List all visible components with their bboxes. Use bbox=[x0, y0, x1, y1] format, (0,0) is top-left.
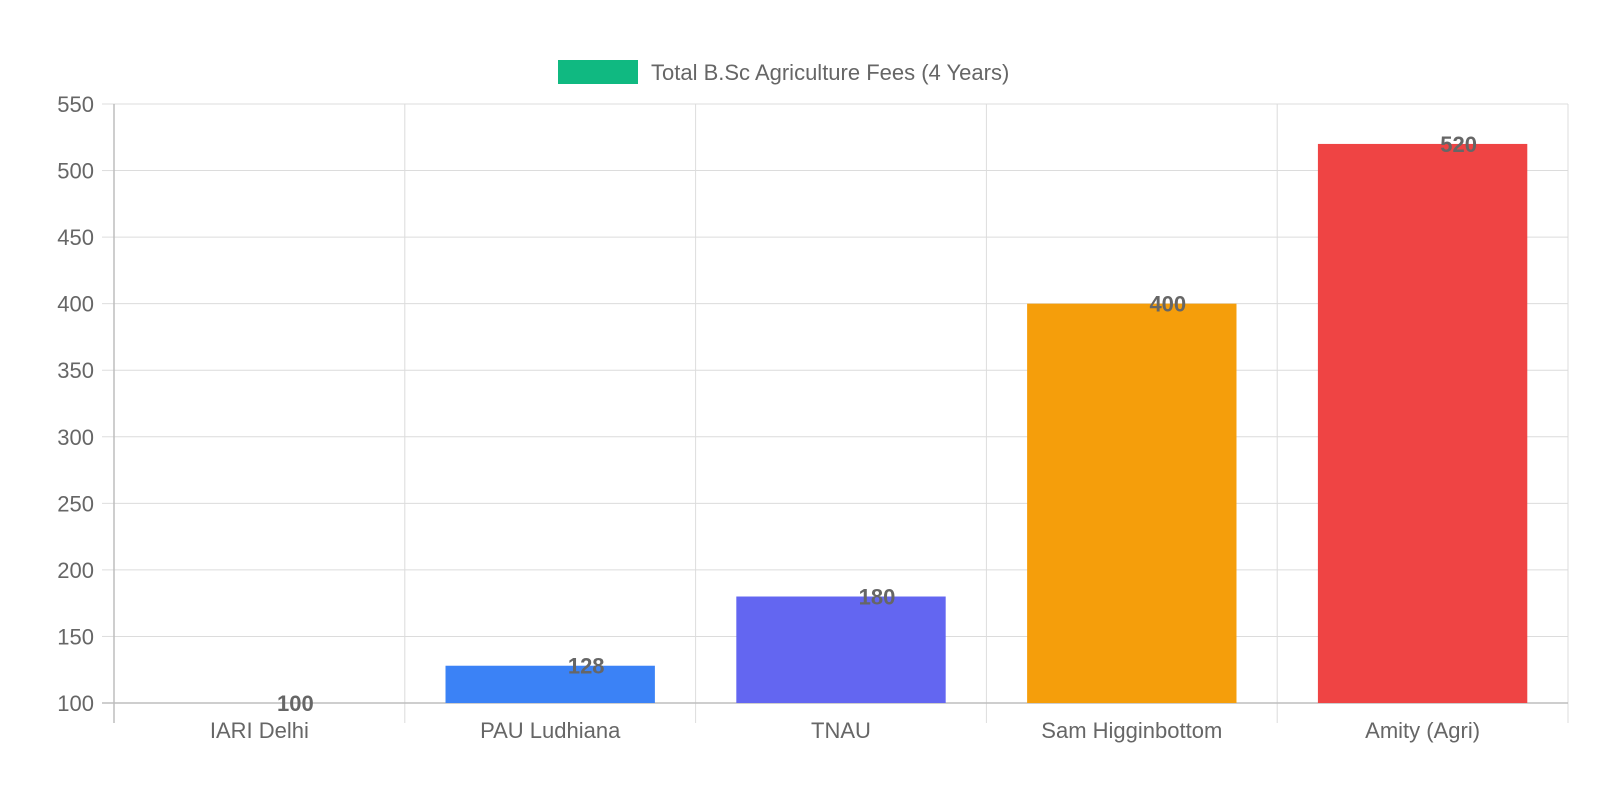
y-tick-label: 500 bbox=[57, 159, 94, 184]
legend-swatch bbox=[558, 60, 638, 84]
data-label: 100 bbox=[277, 691, 314, 716]
bar-sam-higginbottom[interactable] bbox=[1027, 303, 1237, 703]
legend[interactable]: Total B.Sc Agriculture Fees (4 Years) bbox=[558, 60, 1009, 85]
y-tick-label: 100 bbox=[57, 691, 94, 716]
y-tick-label: 450 bbox=[57, 225, 94, 250]
data-label: 128 bbox=[568, 654, 605, 679]
y-tick-label: 250 bbox=[57, 491, 94, 516]
x-tick-label: Sam Higginbottom bbox=[1041, 718, 1222, 743]
data-label: 520 bbox=[1440, 132, 1477, 157]
y-tick-label: 400 bbox=[57, 292, 94, 317]
y-tick-label: 300 bbox=[57, 425, 94, 450]
bar-amity-agri[interactable] bbox=[1317, 143, 1528, 703]
y-tick-label: 150 bbox=[57, 624, 94, 649]
data-labels: 100 128 180 400 520 bbox=[277, 132, 1477, 716]
data-label: 180 bbox=[859, 585, 896, 610]
y-axis-ticks: 100 150 200 250 300 350 400 450 500 550 bbox=[57, 92, 94, 716]
legend-label: Total B.Sc Agriculture Fees (4 Years) bbox=[651, 60, 1009, 85]
x-axis-labels: IARI Delhi PAU Ludhiana TNAU Sam Higginbott… bbox=[210, 718, 1480, 743]
bars bbox=[445, 143, 1528, 703]
data-label: 400 bbox=[1149, 292, 1186, 317]
y-tick-label: 550 bbox=[57, 92, 94, 117]
x-tick-label: TNAU bbox=[811, 718, 871, 743]
x-tick-label: PAU Ludhiana bbox=[480, 718, 621, 743]
x-tick-label: IARI Delhi bbox=[210, 718, 309, 743]
bar-tnau[interactable] bbox=[736, 596, 946, 703]
bar-pau-ludhiana[interactable] bbox=[445, 665, 655, 703]
x-tick-label: Amity (Agri) bbox=[1365, 718, 1480, 743]
y-tick-label: 350 bbox=[57, 358, 94, 383]
y-tick-label: 200 bbox=[57, 558, 94, 583]
